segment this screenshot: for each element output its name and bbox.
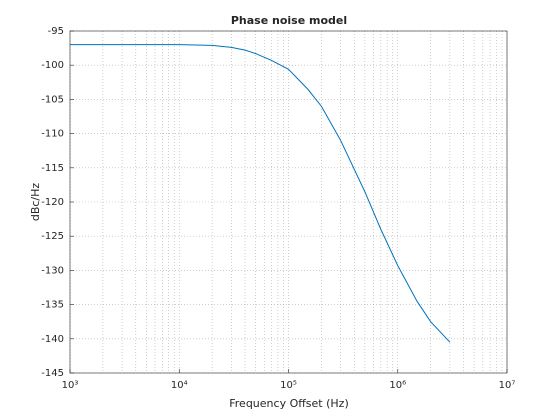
chart-title: Phase noise model: [231, 14, 347, 27]
data-line: [70, 44, 451, 343]
y-tick-label: -110: [41, 129, 64, 140]
grid: [69, 30, 508, 374]
y-tick-label: -135: [41, 300, 64, 311]
y-tick-label: -130: [41, 265, 64, 276]
y-axis-label: dBc/Hz: [29, 183, 42, 222]
ticks: 10³ 10⁴ 10⁵ 10⁶ 10⁷ -145 -140 -135 -130 -125 -120 -…: [41, 26, 515, 391]
y-tick-label: -120: [41, 197, 64, 208]
y-tick-label: -95: [48, 26, 64, 37]
y-tick-label: -100: [41, 60, 64, 71]
x-tick-label: 10⁷: [499, 380, 516, 391]
marks: [70, 44, 451, 343]
x-tick-label: 10⁵: [280, 380, 297, 391]
y-tick-label: -105: [41, 94, 64, 105]
x-tick-label: 10³: [62, 380, 79, 391]
x-tick-label: 10⁴: [171, 380, 188, 391]
y-tick-label: -145: [41, 368, 64, 379]
y-tick-label: -115: [41, 163, 64, 174]
x-axis-label: Frequency Offset (Hz): [229, 397, 349, 410]
y-tick-label: -125: [41, 231, 64, 242]
x-tick-label: 10⁶: [389, 380, 406, 391]
y-tick-label: -140: [41, 334, 64, 345]
